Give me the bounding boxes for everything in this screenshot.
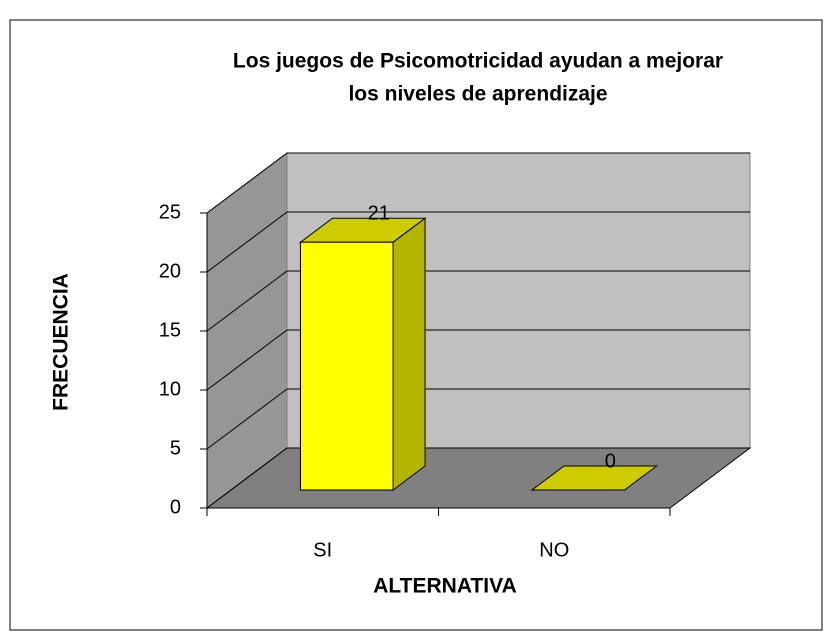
bar-top	[530, 465, 659, 491]
chart-title: los niveles de aprendizaje	[348, 83, 607, 106]
data-label: 21	[368, 202, 390, 224]
y-tick-label: 0	[170, 496, 181, 518]
y-tick-label: 15	[159, 319, 181, 341]
x-tick-label: SI	[313, 539, 332, 561]
y-axis-title: FRECUENCIA	[50, 273, 73, 411]
grid-line	[206, 388, 288, 450]
grid-line	[206, 270, 288, 332]
y-tick-label: 5	[170, 437, 181, 459]
grid-line	[206, 152, 288, 214]
bar	[299, 241, 394, 491]
y-tick-label: 25	[159, 201, 181, 223]
x-tick-label: NO	[539, 539, 569, 561]
grid-line	[206, 329, 288, 391]
y-tick-label: 10	[159, 378, 181, 400]
chart-title: Los juegos de Psicomotricidad ayudan a m…	[233, 50, 723, 73]
side-wall	[206, 152, 288, 509]
grid-line	[206, 211, 288, 273]
y-tick-label: 20	[159, 260, 181, 282]
data-label: 0	[605, 450, 616, 472]
floor	[205, 447, 752, 509]
grid-line	[206, 447, 288, 509]
x-axis-title: ALTERNATIVA	[373, 575, 516, 598]
bar-side	[392, 217, 426, 491]
